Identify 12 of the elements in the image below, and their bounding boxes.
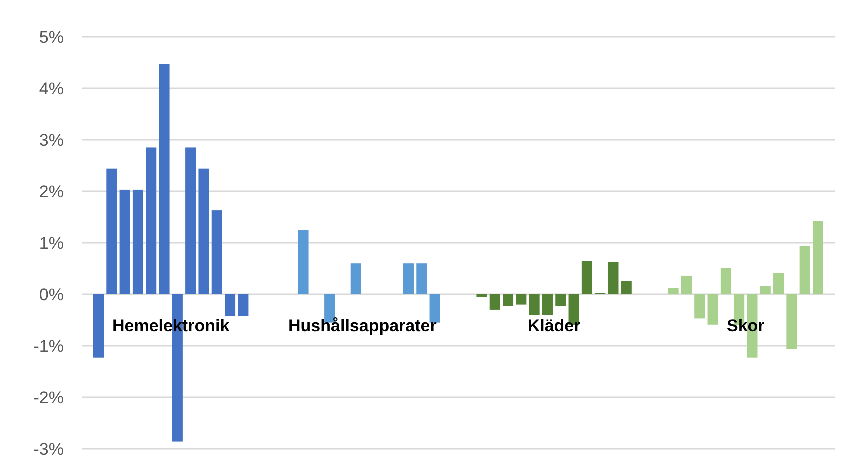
y-tick-label: -3% xyxy=(34,440,64,459)
x-tick-label: Hushållsapparater xyxy=(288,316,438,336)
y-tick-label: 2% xyxy=(39,182,64,202)
y-tick-label: -2% xyxy=(34,388,64,408)
x-tick-label: Kläder xyxy=(528,316,582,336)
y-tick-label: 0% xyxy=(39,285,64,304)
y-tick-label: 5% xyxy=(39,28,64,47)
y-tick-label: 3% xyxy=(39,130,64,150)
x-tick-label: Skor xyxy=(727,316,766,336)
y-tick-label: 1% xyxy=(39,234,64,253)
y-tick-label: -1% xyxy=(34,336,64,356)
y-tick-label: 4% xyxy=(39,79,64,98)
